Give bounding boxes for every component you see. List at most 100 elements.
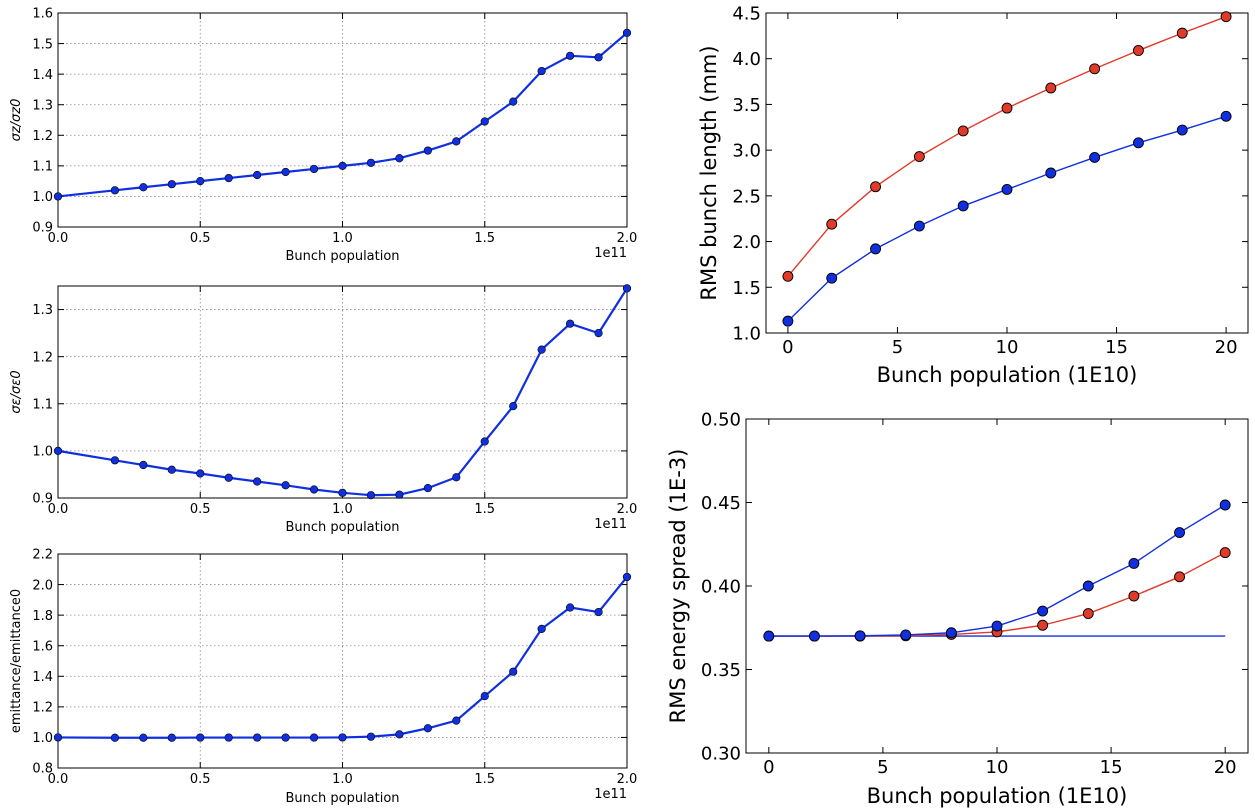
data-point [139, 183, 148, 192]
data-point [480, 437, 489, 446]
data-point [1045, 167, 1057, 179]
data-point [913, 151, 925, 162]
y-tick-label: 1.0 [32, 445, 53, 460]
y-tick-label: 4.5 [732, 3, 761, 24]
data-point [1001, 102, 1013, 114]
x-tick-label: 20 [1214, 757, 1237, 778]
y-tick-label: 1.2 [32, 129, 53, 144]
data-point [913, 220, 925, 232]
data-point [1133, 137, 1144, 149]
y-axis-label: RMS bunch length (mm) [697, 45, 721, 300]
data-point [763, 630, 775, 642]
series-line-red [787, 16, 1227, 277]
x-offset-label: 1e11 [594, 517, 627, 532]
data-point [594, 329, 603, 338]
data-point [1037, 605, 1049, 617]
series-line-blue [57, 576, 628, 739]
data-point [110, 186, 119, 195]
data-point [991, 620, 1003, 632]
data-point [957, 200, 969, 212]
data-point [509, 402, 518, 411]
data-point [224, 733, 233, 742]
y-tick-label: 1.8 [32, 609, 53, 624]
y-tick-label: 2.0 [32, 578, 53, 593]
x-tick-label: 15 [1100, 757, 1123, 778]
data-point [196, 177, 205, 186]
y-tick-label: 1.4 [32, 670, 53, 685]
data-point [1174, 527, 1185, 539]
data-point [565, 51, 575, 60]
y-axis-label: emittance/emittance0 [9, 589, 24, 733]
data-point [1045, 82, 1057, 94]
data-point [826, 272, 838, 284]
data-point [1037, 619, 1049, 631]
data-point [480, 117, 489, 126]
data-point [622, 284, 632, 293]
data-point [452, 716, 461, 725]
y-tick-label: 1.5 [32, 37, 53, 52]
data-point [594, 53, 603, 62]
data-point [53, 192, 63, 201]
data-point [253, 477, 262, 486]
data-point [1082, 580, 1094, 592]
chart-sigma_z: 0.0 0.5 1.0 1.5 2.0 0.9 1.0 1.1 1.2 1.3 1.4 1.5 1.6 1… [9, 7, 637, 264]
x-tick-label: 0.0 [48, 231, 69, 246]
data-point [281, 733, 290, 742]
data-point [1133, 45, 1144, 56]
y-tick-label: 1.0 [32, 190, 53, 205]
data-point [110, 456, 119, 465]
data-point [1220, 110, 1232, 122]
data-point [622, 28, 632, 37]
data-point [253, 170, 262, 180]
data-point [395, 490, 404, 499]
data-point [309, 164, 319, 174]
data-point [395, 154, 404, 163]
data-point [809, 630, 820, 642]
x-tick-label: 1.0 [332, 231, 353, 246]
data-point [1128, 590, 1140, 602]
axes-frame [745, 418, 1249, 754]
y-tick-label: 1.1 [32, 160, 53, 175]
data-point [53, 733, 63, 742]
data-point [167, 180, 176, 189]
data-point [565, 603, 575, 612]
x-tick-label: 1.5 [474, 772, 495, 787]
x-offset-label: 1e11 [594, 787, 627, 802]
chart-sigma_e: 0.0 0.5 1.0 1.5 2.0 0.9 1.0 1.1 1.2 1.3 1e11 Bunch … [9, 284, 637, 535]
data-point [594, 607, 603, 617]
series-line-blue [787, 115, 1227, 322]
data-point [480, 692, 489, 701]
data-point [53, 446, 63, 455]
data-point [167, 465, 176, 474]
data-point [338, 488, 347, 497]
data-point [537, 624, 546, 634]
y-tick-label: 1.0 [732, 323, 761, 344]
x-tick-label: 10 [996, 337, 1019, 358]
y-tick-label: 2.0 [732, 232, 761, 253]
x-tick-label: 10 [986, 757, 1009, 778]
y-tick-label: 0.35 [701, 660, 741, 681]
x-tick-label: 0 [763, 757, 774, 778]
x-axis-label: Bunch population (1E10) [867, 784, 1128, 808]
data-point [338, 733, 347, 742]
data-point [945, 627, 957, 639]
y-tick-label: 1.5 [732, 278, 761, 299]
y-tick-label: 1.4 [32, 68, 53, 83]
data-point [537, 345, 546, 354]
data-point [452, 473, 461, 482]
data-point [110, 733, 119, 742]
y-tick-label: 2.2 [32, 548, 53, 563]
data-point [1176, 124, 1188, 136]
x-axis-label: Bunch population [285, 249, 399, 264]
data-point [423, 724, 432, 733]
x-tick-label: 0.5 [190, 772, 211, 787]
data-point [870, 243, 881, 255]
x-tick-label: 0 [782, 337, 793, 358]
y-tick-label: 1.3 [32, 303, 53, 318]
y-tick-label: 3.5 [732, 95, 761, 116]
series-line-blue [57, 287, 628, 497]
data-point [309, 485, 319, 494]
data-point [1219, 499, 1231, 511]
data-point [1001, 184, 1013, 195]
